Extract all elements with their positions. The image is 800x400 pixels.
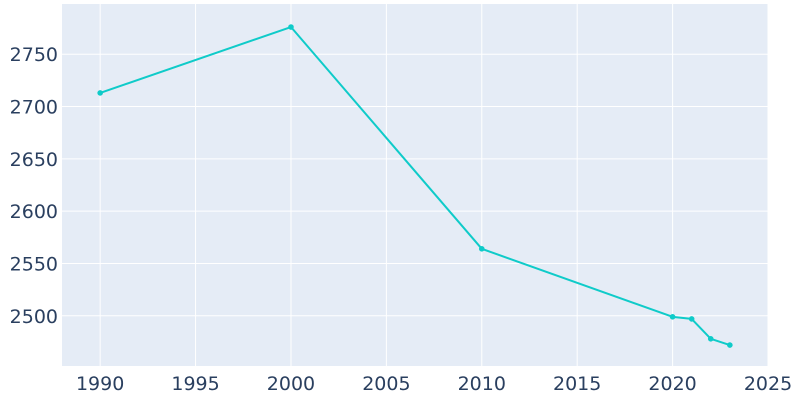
- y-tick-label: 2750: [10, 44, 58, 66]
- x-tick-label: 1995: [171, 373, 219, 395]
- data-point: [478, 246, 485, 252]
- data-point: [707, 335, 714, 342]
- y-axis-tick-labels: 2500 2550 2600 2650 2700 2750: [10, 44, 58, 328]
- data-point: [97, 90, 103, 96]
- x-tick-label: 2025: [744, 373, 792, 395]
- data-point: [727, 342, 733, 348]
- series-layer: [97, 24, 733, 348]
- x-tick-label: 2010: [458, 373, 506, 395]
- y-tick-label: 2650: [10, 149, 58, 171]
- x-tick-label: 2005: [362, 373, 410, 395]
- y-tick-label: 2500: [10, 306, 58, 328]
- x-tick-label: 2015: [553, 373, 601, 395]
- x-tick-label: 2000: [267, 373, 315, 395]
- y-tick-label: 2550: [10, 253, 58, 275]
- x-tick-label: 2020: [648, 373, 696, 395]
- y-tick-label: 2600: [10, 201, 58, 223]
- y-tick-label: 2700: [10, 97, 58, 119]
- data-point: [669, 314, 676, 320]
- data-point: [288, 24, 294, 30]
- x-tick-label: 1990: [76, 373, 124, 395]
- x-axis-tick-labels: 1990 1995 2000 2005 2010 2015 2020 2025: [76, 373, 792, 395]
- data-point: [688, 316, 695, 322]
- grid-lines: [62, 4, 769, 366]
- plot-area: [62, 4, 768, 366]
